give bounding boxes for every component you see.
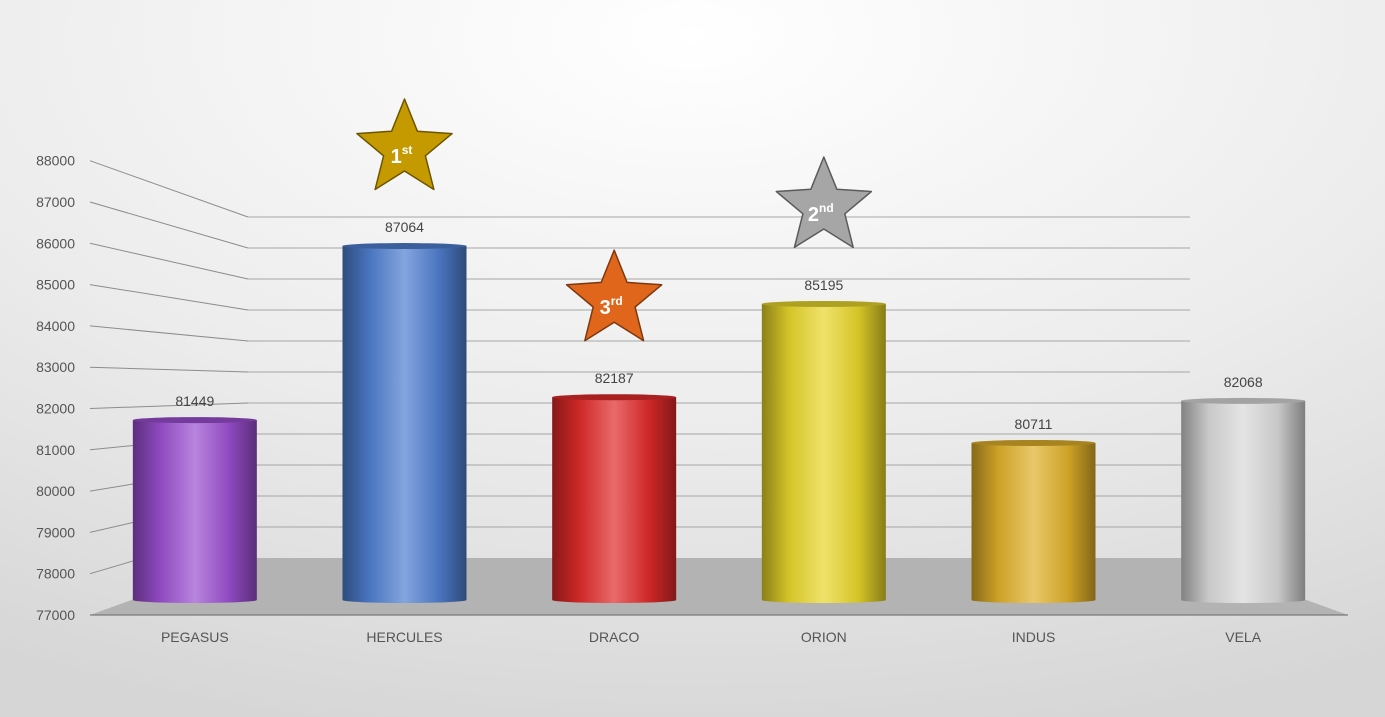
y-tick-label: 85000 <box>36 277 75 293</box>
x-tick-label: VELA <box>1225 629 1261 645</box>
x-tick-label: HERCULES <box>366 629 442 645</box>
value-label: 80711 <box>1015 416 1053 432</box>
y-tick-label: 81000 <box>36 442 75 458</box>
y-tick-label: 84000 <box>36 318 75 334</box>
bar-top <box>1181 398 1305 404</box>
x-tick-label: INDUS <box>1012 629 1056 645</box>
value-label: 81449 <box>175 393 214 409</box>
value-label: 82187 <box>595 370 634 386</box>
bar-body <box>343 246 467 603</box>
y-tick-label: 83000 <box>36 359 75 375</box>
value-label: 87064 <box>385 219 424 235</box>
bar-pegasus <box>133 417 257 603</box>
y-tick-label: 77000 <box>36 607 75 623</box>
bar-indus <box>972 440 1096 603</box>
bar-body <box>762 304 886 603</box>
y-tick-label: 87000 <box>36 194 75 210</box>
bar-body <box>1181 401 1305 603</box>
y-tick-label: 88000 <box>36 153 75 169</box>
y-tick-label: 86000 <box>36 235 75 251</box>
value-label: 85195 <box>804 277 843 293</box>
bar-top <box>762 301 886 307</box>
bar-orion <box>762 301 886 603</box>
y-tick-label: 82000 <box>36 401 75 417</box>
bar-top <box>552 394 676 400</box>
bar-body <box>972 443 1096 603</box>
y-tick-label: 80000 <box>36 483 75 499</box>
bar-top <box>343 243 467 249</box>
x-tick-label: DRACO <box>589 629 640 645</box>
bar-top <box>133 417 257 423</box>
chart-floor <box>90 558 1348 615</box>
bar-body <box>133 420 257 603</box>
bar-body <box>552 397 676 603</box>
bar-draco <box>552 394 676 603</box>
x-tick-label: PEGASUS <box>161 629 229 645</box>
y-tick-label: 79000 <box>36 524 75 540</box>
y-tick-label: 78000 <box>36 566 75 582</box>
x-tick-label: ORION <box>801 629 847 645</box>
bar-hercules <box>343 243 467 603</box>
value-label: 82068 <box>1224 374 1263 390</box>
bar-top <box>972 440 1096 446</box>
bar-vela <box>1181 398 1305 603</box>
